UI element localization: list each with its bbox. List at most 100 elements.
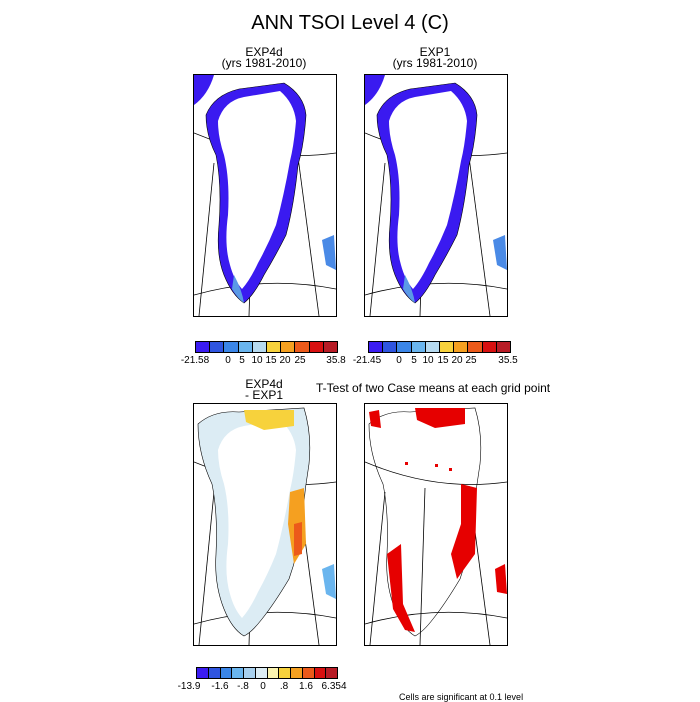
- panel-subtitle: - EXP1: [244, 388, 283, 402]
- significant-northwest: [369, 410, 381, 428]
- significant-cell: [435, 464, 438, 467]
- colorbar-bin: [295, 342, 310, 352]
- colorbar-bin: [496, 342, 511, 352]
- colorbar-tick: -1.6: [211, 681, 229, 692]
- longitude-line: [369, 162, 386, 316]
- colorbar-difference: [196, 667, 338, 679]
- map-exp1-svg: [365, 75, 507, 316]
- southern-tip: [403, 275, 415, 303]
- panel-subtitle: (yrs 1981-2010): [221, 56, 307, 70]
- map-exp1: [364, 74, 508, 317]
- panel-title-exp1: EXP1 (yrs 1981-2010): [364, 45, 506, 70]
- colorbar-bin: [291, 668, 303, 678]
- colorbar-bin: [440, 342, 455, 352]
- latitude-line: [365, 461, 507, 485]
- colorbar-bin: [244, 668, 256, 678]
- colorbar-bin: [468, 342, 483, 352]
- colorbar-tick: 35.5: [498, 355, 518, 366]
- significance-footnote: Cells are significant at 0.1 level: [399, 692, 524, 702]
- colorbar-exp1: [368, 341, 511, 353]
- map-difference-svg: [194, 407, 336, 645]
- iceland-coast: [322, 235, 336, 270]
- latitude-line: [365, 611, 507, 625]
- interior-ice: [389, 91, 467, 289]
- map-ttest-svg: [365, 407, 507, 645]
- colorbar-bin: [309, 342, 324, 352]
- panel-title-diff: EXP4d - EXP1: [193, 377, 335, 402]
- east-anomaly-strong: [294, 522, 302, 556]
- significant-iceland: [495, 564, 507, 594]
- longitude-line: [198, 491, 215, 645]
- interior-ice: [218, 91, 296, 289]
- colorbar-bin: [281, 342, 296, 352]
- colorbar-tick: 15: [265, 355, 277, 366]
- colorbar-bin: [482, 342, 497, 352]
- longitude-line: [198, 162, 215, 316]
- colorbar-tick: .8: [279, 681, 289, 692]
- colorbar-bin: [197, 668, 209, 678]
- colorbar-bin: [232, 668, 244, 678]
- colorbar-bin: [279, 668, 291, 678]
- longitude-line: [468, 156, 491, 316]
- colorbar-tick: -21.45: [352, 355, 382, 366]
- colorbar-tick: 25: [294, 355, 306, 366]
- colorbar-bin: [238, 342, 253, 352]
- longitude-line: [369, 491, 386, 645]
- colorbar-bin: [267, 342, 282, 352]
- latitude-line: [365, 282, 507, 296]
- panel-subtitle: (yrs 1981-2010): [392, 56, 478, 70]
- colorbar-tick: 0: [260, 681, 266, 692]
- greenland-outline: [368, 407, 482, 637]
- colorbar-bin: [411, 342, 426, 352]
- chart-title: ANN TSOI Level 4 (C): [251, 12, 449, 34]
- colorbar-bin: [383, 342, 398, 352]
- colorbar-tick: 20: [279, 355, 291, 366]
- colorbar-tick: 0: [225, 355, 231, 366]
- colorbar-tick: 25: [465, 355, 477, 366]
- svalbard-region: [194, 75, 214, 105]
- colorbar-bin: [210, 342, 225, 352]
- colorbar-tick: -.8: [237, 681, 249, 692]
- significant-cell: [449, 468, 452, 471]
- significant-southwest: [387, 544, 415, 632]
- colorbar-tick: 20: [451, 355, 463, 366]
- map-ttest: [364, 403, 508, 646]
- iceland-coast: [322, 564, 336, 599]
- panel-title: EXP1: [419, 45, 451, 59]
- colorbar-bin: [397, 342, 412, 352]
- interior-ice: [218, 420, 296, 618]
- north-anomaly: [244, 410, 294, 430]
- significant-north: [415, 408, 465, 428]
- significant-east: [451, 484, 477, 579]
- map-exp4d: [193, 74, 337, 317]
- colorbar-bin: [425, 342, 441, 352]
- colorbar-bin: [224, 342, 239, 352]
- iceland-coast: [493, 235, 507, 270]
- longitude-line: [297, 156, 320, 316]
- colorbar-tick: 5: [411, 355, 417, 366]
- colorbar-tick: 1.6: [299, 681, 313, 692]
- panel-title: EXP4d: [245, 377, 283, 391]
- panel-title-exp4d: EXP4d (yrs 1981-2010): [193, 45, 335, 70]
- colorbar-bin: [267, 668, 280, 678]
- colorbar-bin: [196, 342, 211, 352]
- longitude-line: [419, 487, 426, 645]
- colorbar-bin: [369, 342, 384, 352]
- significant-cell: [405, 462, 408, 465]
- colorbar-tick: 10: [251, 355, 263, 366]
- colorbar-tick: -21.58: [180, 355, 210, 366]
- colorbar-bin: [454, 342, 469, 352]
- latitude-line: [194, 282, 336, 296]
- colorbar-tick: 5: [239, 355, 245, 366]
- colorbar-tick: 0: [396, 355, 402, 366]
- map-difference: [193, 403, 337, 646]
- ttest-title: T-Test of two Case means at each grid po…: [316, 381, 551, 395]
- panel-title: EXP4d: [245, 45, 283, 59]
- colorbar-tick: 6.354: [321, 681, 347, 692]
- colorbar-bin: [302, 668, 315, 678]
- colorbar-bin: [326, 668, 337, 678]
- colorbar-bin: [208, 668, 221, 678]
- map-exp4d-svg: [194, 75, 336, 316]
- colorbar-tick: 35.8: [326, 355, 346, 366]
- colorbar-bin: [323, 342, 338, 352]
